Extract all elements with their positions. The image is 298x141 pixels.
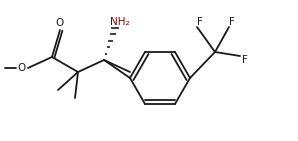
Text: F: F [242,55,248,65]
Text: F: F [197,17,203,27]
Text: O: O [56,18,64,28]
Text: NH₂: NH₂ [110,17,130,27]
Text: O: O [18,63,26,73]
Text: F: F [229,17,235,27]
